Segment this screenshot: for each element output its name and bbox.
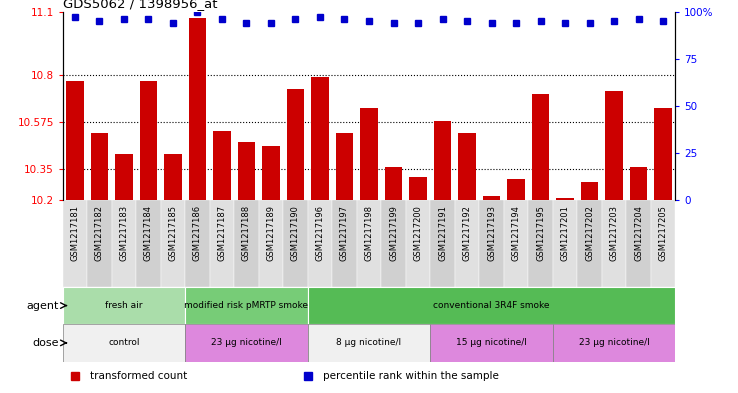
Bar [185, 324, 308, 362]
Bar [434, 121, 451, 200]
Bar [185, 287, 308, 324]
Bar [234, 200, 259, 287]
Bar [479, 200, 504, 287]
Bar [287, 89, 304, 200]
Bar [605, 92, 623, 200]
Bar [532, 94, 549, 200]
Text: GSM1217195: GSM1217195 [536, 205, 545, 261]
Bar [161, 200, 185, 287]
Text: fresh air: fresh air [106, 301, 142, 310]
Bar [311, 77, 328, 200]
Text: GDS5062 / 1398956_at: GDS5062 / 1398956_at [63, 0, 217, 10]
Text: 8 μg nicotine/l: 8 μg nicotine/l [337, 338, 401, 347]
Text: transformed count: transformed count [90, 371, 187, 381]
Text: GSM1217199: GSM1217199 [389, 205, 398, 261]
Text: 23 μg nicotine/l: 23 μg nicotine/l [579, 338, 649, 347]
Bar [91, 133, 108, 200]
Bar [259, 200, 283, 287]
Bar [111, 200, 137, 287]
Text: GSM1217186: GSM1217186 [193, 205, 202, 261]
Text: GSM1217183: GSM1217183 [120, 205, 128, 261]
Bar [556, 198, 573, 200]
Text: GSM1217190: GSM1217190 [291, 205, 300, 261]
Text: GSM1217205: GSM1217205 [658, 205, 667, 261]
Text: GSM1217198: GSM1217198 [365, 205, 373, 261]
Bar [63, 324, 185, 362]
Bar [66, 81, 83, 200]
Bar [189, 18, 206, 200]
Text: GSM1217200: GSM1217200 [413, 205, 422, 261]
Bar [455, 200, 479, 287]
Bar [308, 324, 430, 362]
Bar [385, 167, 402, 200]
Bar [165, 154, 182, 200]
Text: GSM1217203: GSM1217203 [610, 205, 618, 261]
Bar [406, 200, 430, 287]
Bar [185, 200, 210, 287]
Text: GSM1217182: GSM1217182 [95, 205, 104, 261]
Text: control: control [108, 338, 139, 347]
Bar [213, 131, 230, 200]
Bar [332, 200, 356, 287]
Text: GSM1217204: GSM1217204 [634, 205, 643, 261]
Bar [627, 200, 651, 287]
Bar [577, 200, 601, 287]
Bar [308, 200, 332, 287]
Bar [63, 200, 87, 287]
Bar [283, 200, 308, 287]
Bar [308, 287, 675, 324]
Text: dose: dose [32, 338, 59, 348]
Bar [410, 177, 427, 200]
Bar [630, 167, 647, 200]
Bar [137, 200, 161, 287]
Bar [458, 133, 475, 200]
Text: conventional 3R4F smoke: conventional 3R4F smoke [433, 301, 550, 310]
Bar [63, 287, 185, 324]
Text: GSM1217202: GSM1217202 [585, 205, 594, 261]
Bar [140, 81, 157, 200]
Text: GSM1217187: GSM1217187 [218, 205, 227, 261]
Bar [238, 142, 255, 200]
Text: 15 μg nicotine/l: 15 μg nicotine/l [456, 338, 527, 347]
Bar [336, 133, 353, 200]
Text: GSM1217197: GSM1217197 [340, 205, 349, 261]
Bar [528, 200, 553, 287]
Bar [210, 200, 234, 287]
Bar [508, 180, 525, 200]
Text: modified risk pMRTP smoke: modified risk pMRTP smoke [184, 301, 308, 310]
Bar [263, 146, 280, 200]
Bar [601, 200, 627, 287]
Text: GSM1217201: GSM1217201 [561, 205, 570, 261]
Text: agent: agent [27, 301, 59, 310]
Text: GSM1217188: GSM1217188 [242, 205, 251, 261]
Text: GSM1217184: GSM1217184 [144, 205, 153, 261]
Text: GSM1217189: GSM1217189 [266, 205, 275, 261]
Bar [504, 200, 528, 287]
Bar [430, 200, 455, 287]
Text: percentile rank within the sample: percentile rank within the sample [323, 371, 499, 381]
Bar [553, 324, 675, 362]
Bar [356, 200, 382, 287]
Bar [430, 324, 553, 362]
Bar [581, 182, 598, 200]
Text: GSM1217194: GSM1217194 [511, 205, 520, 261]
Text: GSM1217185: GSM1217185 [168, 205, 177, 261]
Text: GSM1217193: GSM1217193 [487, 205, 496, 261]
Bar [360, 108, 378, 200]
Text: GSM1217191: GSM1217191 [438, 205, 447, 261]
Text: GSM1217181: GSM1217181 [71, 205, 80, 261]
Bar [87, 200, 111, 287]
Bar [115, 154, 133, 200]
Bar [382, 200, 406, 287]
Bar [553, 200, 577, 287]
Bar [655, 108, 672, 200]
Text: GSM1217196: GSM1217196 [316, 205, 325, 261]
Bar [483, 196, 500, 200]
Text: GSM1217192: GSM1217192 [463, 205, 472, 261]
Bar [651, 200, 675, 287]
Text: 23 μg nicotine/l: 23 μg nicotine/l [211, 338, 282, 347]
